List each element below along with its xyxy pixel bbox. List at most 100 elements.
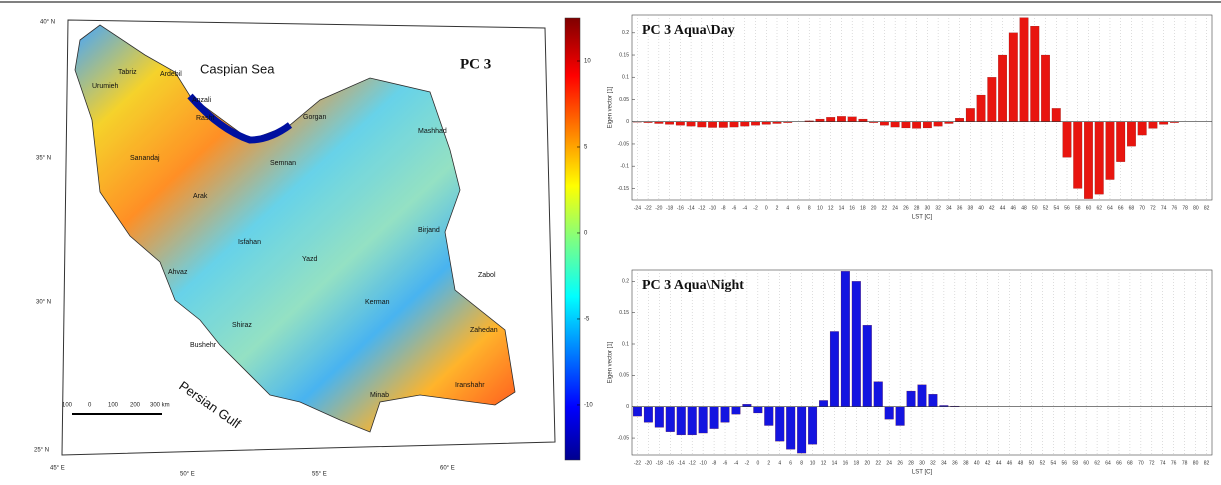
bar [819,400,828,406]
x-tick-label: 46 [1007,460,1013,466]
x-tick-label: 12 [821,460,827,466]
bar [676,122,685,126]
x-tick-label: 34 [941,460,947,466]
city-label: Mashhad [418,128,447,135]
colorbar [565,18,580,460]
x-tick-label: 76 [1172,205,1178,211]
lon-label: 55° E [312,472,327,478]
sea-label: Caspian Sea [200,61,275,76]
bar [764,407,773,426]
x-tick-label: 48 [1021,205,1027,211]
bar [730,122,739,127]
x-tick-label: 10 [810,460,816,466]
x-tick-label: 38 [963,460,969,466]
x-tick-label: 42 [985,460,991,466]
y-tick-label: 0 [626,404,629,410]
x-tick-label: 26 [903,205,909,211]
city-label: Zahedan [470,327,498,334]
x-tick-label: 36 [952,460,958,466]
y-tick-label: 0.05 [619,373,629,379]
x-tick-label: 76 [1171,460,1177,466]
x-tick-label: -10 [709,205,716,211]
x-tick-label: 60 [1086,205,1092,211]
bar [934,122,943,126]
x-tick-label: 34 [946,205,952,211]
x-tick-label: 22 [882,205,888,211]
bar [988,77,997,121]
x-tick-label: -14 [678,460,685,466]
bar [721,407,730,423]
bar [751,122,760,126]
x-tick-label: 12 [828,205,834,211]
x-tick-label: 22 [875,460,881,466]
colorbar-tick-label: -5 [584,317,590,323]
x-tick-label: 14 [839,205,845,211]
colorbar-tick-label: -10 [584,403,593,409]
x-tick-label: 24 [886,460,892,466]
city-label: Ahvaz [168,269,188,276]
lat-label: 30° N [36,300,51,306]
bar [874,382,883,407]
lat-label: 40° N [40,20,55,26]
x-tick-label: 8 [808,205,811,211]
bar [1106,122,1115,180]
x-tick-label: 52 [1040,460,1046,466]
x-tick-label: -10 [700,460,707,466]
x-tick-label: 4 [786,205,789,211]
x-tick-label: -4 [743,205,748,211]
x-tick-label: -16 [677,205,684,211]
bar [977,95,986,122]
x-tick-label: -2 [745,460,750,466]
bar [797,407,806,453]
x-tick-label: 8 [800,460,803,466]
bar [753,407,762,413]
x-tick-label: 32 [930,460,936,466]
bar [655,407,664,428]
x-tick-label: 62 [1094,460,1100,466]
bar [837,116,846,121]
bar [1159,122,1168,125]
city-label: Shiraz [232,322,252,329]
scale-label: 100 [108,403,119,409]
y-tick-label: -0.1 [620,164,629,170]
bar [687,122,696,126]
city-label: Arak [193,193,208,200]
city-label: Yazd [302,256,318,263]
x-tick-label: 16 [843,460,849,466]
y-axis-label: Eigen vector [1] [608,341,614,383]
bar [902,122,911,128]
bar [816,119,825,122]
x-tick-label: 10 [817,205,823,211]
bar [923,122,932,128]
bar [677,407,686,435]
y-tick-label: 0.05 [619,97,629,103]
x-tick-label: 74 [1160,460,1166,466]
bar [966,108,975,121]
x-tick-label: 82 [1204,205,1210,211]
x-tick-label: 40 [974,460,980,466]
bar [929,394,938,407]
x-tick-label: -14 [687,205,694,211]
bar [775,407,784,441]
x-tick-label: -22 [644,205,651,211]
x-tick-label: -8 [712,460,717,466]
city-label: Rasht [196,115,214,122]
y-tick-label: -0.05 [618,141,630,147]
y-tick-label: -0.15 [618,186,630,192]
lat-label: 35° N [36,156,51,162]
y-tick-label: 0.15 [619,310,629,316]
x-tick-label: 24 [892,205,898,211]
x-tick-label: 72 [1149,460,1155,466]
x-tick-label: 54 [1051,460,1057,466]
plot-frame [632,15,1212,200]
x-tick-label: 32 [935,205,941,211]
bar [1116,122,1125,162]
x-tick-label: 68 [1129,205,1135,211]
x-tick-label: 2 [776,205,779,211]
x-tick-label: 40 [978,205,984,211]
x-tick-label: 52 [1043,205,1049,211]
x-tick-label: -20 [655,205,662,211]
city-label: Iranshahr [455,382,485,389]
bar [880,122,889,126]
